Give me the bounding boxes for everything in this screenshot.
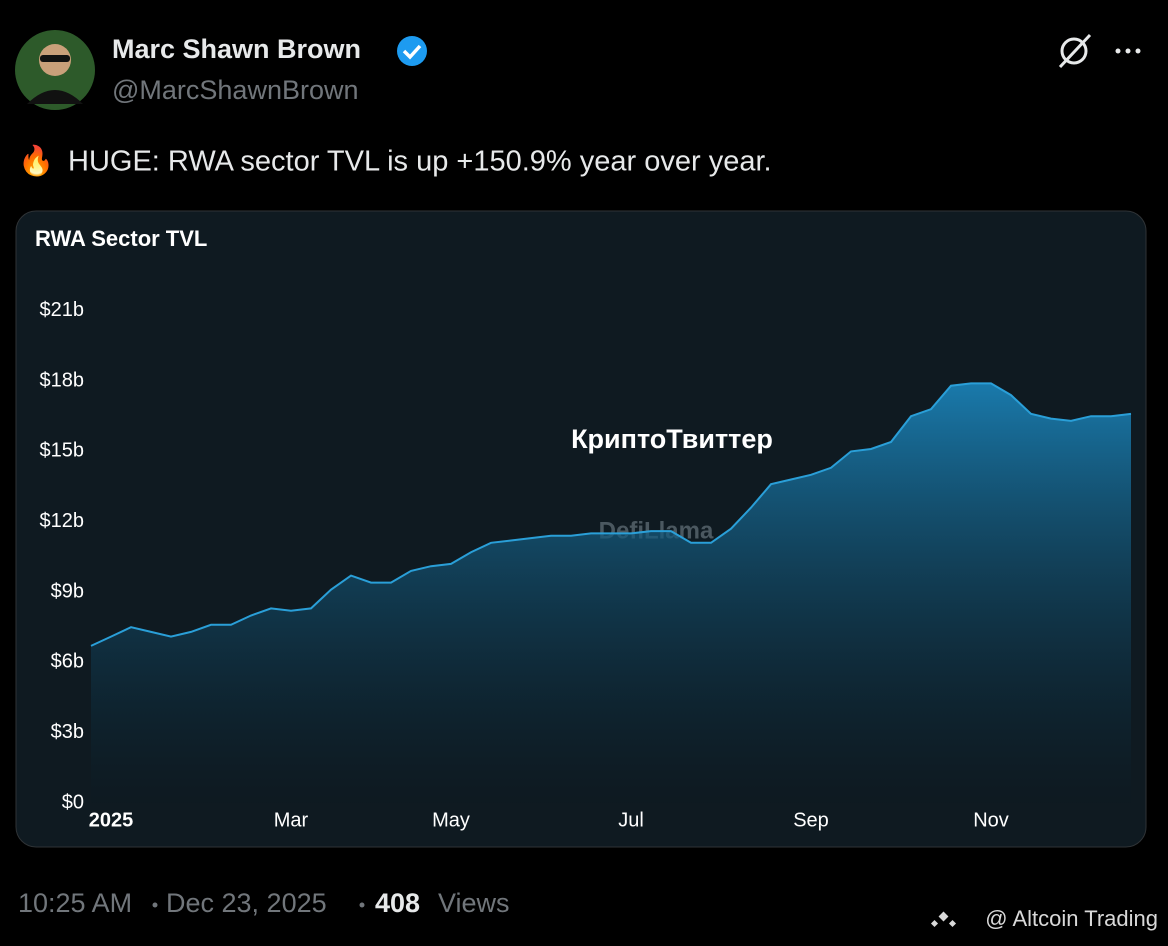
- view-count: 408: [375, 888, 420, 918]
- more-icon[interactable]: [1115, 48, 1141, 54]
- y-tick-label: $0: [62, 791, 84, 813]
- author-handle[interactable]: @MarcShawnBrown: [112, 75, 359, 105]
- y-tick-label: $21b: [40, 299, 85, 321]
- verified-badge: [397, 36, 427, 66]
- views-label: Views: [438, 888, 510, 918]
- chart-title: RWA Sector TVL: [35, 226, 207, 251]
- grok-icon[interactable]: [1058, 33, 1092, 69]
- separator: [359, 902, 365, 908]
- separator: [152, 902, 158, 908]
- y-tick-label: $6b: [51, 651, 84, 673]
- annotation: КриптоТвиттер: [571, 424, 773, 454]
- source-watermark: @ Altcoin Trading: [985, 906, 1158, 931]
- x-tick-label: Sep: [793, 809, 829, 831]
- y-tick-label: $3b: [51, 721, 84, 743]
- avatar-suit: [27, 90, 83, 104]
- x-tick-label: Nov: [973, 809, 1009, 831]
- y-tick-label: $12b: [40, 510, 85, 532]
- post-time: 10:25 AM: [18, 888, 132, 918]
- x-tick-label: Mar: [274, 809, 309, 831]
- x-tick-label: 2025: [89, 809, 134, 831]
- post-text: HUGE: RWA sector TVL is up +150.9% year …: [68, 146, 772, 178]
- area-line: [90, 382, 1132, 647]
- y-tick-label: $9b: [51, 580, 84, 602]
- author-name[interactable]: Marc Shawn Brown: [112, 34, 361, 64]
- avatar-glasses: [40, 55, 70, 62]
- binance-icon: [930, 911, 957, 928]
- post-date: Dec 23, 2025: [166, 888, 327, 918]
- emoji: 🔥: [18, 144, 54, 178]
- area-fill: [91, 383, 1131, 803]
- plot: $0 $3b $6b $9b $12b $15b $18b $21b 2025 Mar May Jul…: [40, 299, 1132, 831]
- x-tick-label: Jul: [618, 809, 644, 831]
- x-tick-label: May: [432, 809, 470, 831]
- y-tick-label: $18b: [40, 369, 85, 391]
- y-tick-label: $15b: [40, 440, 85, 462]
